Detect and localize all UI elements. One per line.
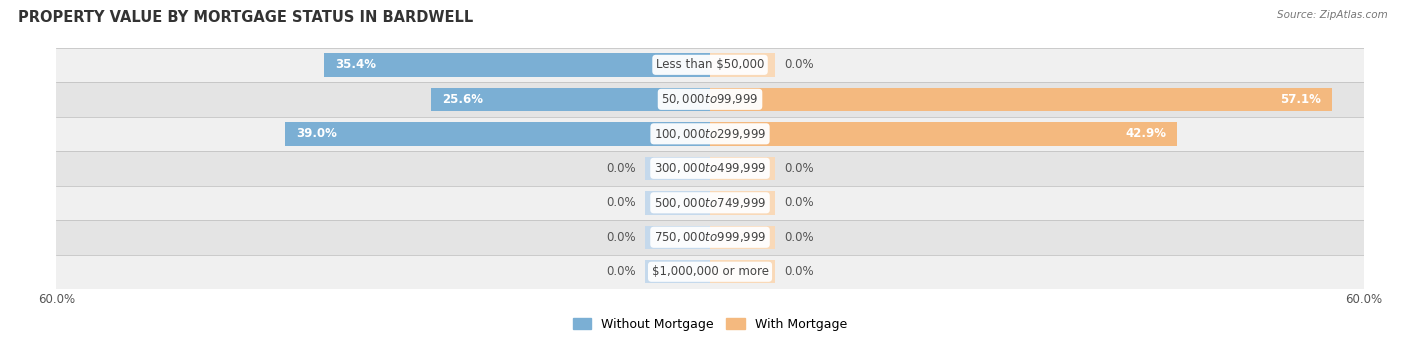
Bar	[710, 157, 776, 180]
Text: $50,000 to $99,999: $50,000 to $99,999	[661, 92, 759, 106]
Bar	[644, 260, 710, 284]
Text: $300,000 to $499,999: $300,000 to $499,999	[654, 161, 766, 175]
Bar	[56, 117, 1364, 151]
Bar	[710, 191, 776, 215]
Bar	[710, 122, 1177, 146]
Bar	[710, 53, 776, 76]
Bar	[644, 191, 710, 215]
Text: 0.0%: 0.0%	[606, 231, 636, 244]
Text: 42.9%: 42.9%	[1126, 127, 1167, 140]
Text: 0.0%: 0.0%	[785, 231, 814, 244]
Bar	[644, 225, 710, 249]
Bar	[710, 88, 1333, 111]
Text: 39.0%: 39.0%	[295, 127, 337, 140]
Bar	[710, 225, 776, 249]
Bar	[56, 220, 1364, 255]
Bar	[710, 260, 776, 284]
Text: 0.0%: 0.0%	[606, 196, 636, 209]
Text: 25.6%: 25.6%	[441, 93, 484, 106]
Text: PROPERTY VALUE BY MORTGAGE STATUS IN BARDWELL: PROPERTY VALUE BY MORTGAGE STATUS IN BAR…	[18, 10, 474, 25]
Bar	[432, 88, 710, 111]
Bar	[56, 255, 1364, 289]
Text: $500,000 to $749,999: $500,000 to $749,999	[654, 196, 766, 210]
Bar	[56, 186, 1364, 220]
Text: Less than $50,000: Less than $50,000	[655, 58, 765, 71]
Text: $100,000 to $299,999: $100,000 to $299,999	[654, 127, 766, 141]
Text: 0.0%: 0.0%	[606, 162, 636, 175]
Bar	[56, 151, 1364, 186]
Bar	[56, 48, 1364, 82]
Text: 0.0%: 0.0%	[785, 58, 814, 71]
Text: 0.0%: 0.0%	[785, 162, 814, 175]
Text: 0.0%: 0.0%	[606, 265, 636, 278]
Text: 57.1%: 57.1%	[1281, 93, 1322, 106]
Bar	[644, 157, 710, 180]
Text: Source: ZipAtlas.com: Source: ZipAtlas.com	[1277, 10, 1388, 20]
Legend: Without Mortgage, With Mortgage: Without Mortgage, With Mortgage	[568, 313, 852, 336]
Text: 0.0%: 0.0%	[785, 196, 814, 209]
Bar	[56, 82, 1364, 117]
Bar	[325, 53, 710, 76]
Text: 0.0%: 0.0%	[785, 265, 814, 278]
Text: 35.4%: 35.4%	[335, 58, 377, 71]
Text: $1,000,000 or more: $1,000,000 or more	[651, 265, 769, 278]
Bar	[285, 122, 710, 146]
Text: $750,000 to $999,999: $750,000 to $999,999	[654, 230, 766, 244]
